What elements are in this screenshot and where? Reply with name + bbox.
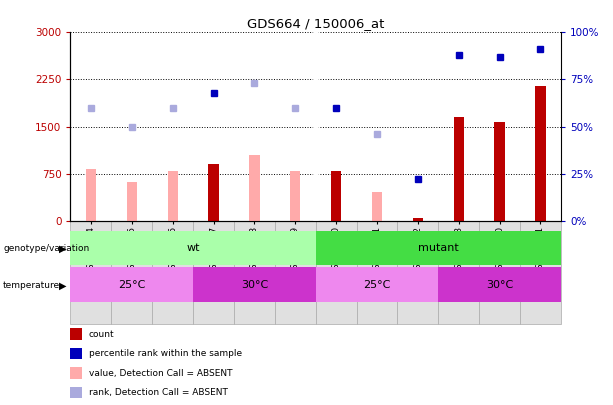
- Bar: [193, 267, 316, 302]
- Bar: [316, 221, 357, 324]
- Bar: [438, 221, 479, 324]
- Bar: [413, 217, 423, 221]
- Text: temperature: temperature: [3, 281, 60, 290]
- Bar: [167, 171, 178, 221]
- Bar: [372, 192, 382, 221]
- Bar: [495, 122, 504, 221]
- Text: 25°C: 25°C: [118, 279, 145, 290]
- Text: genotype/variation: genotype/variation: [3, 244, 89, 253]
- Bar: [316, 267, 438, 302]
- Text: 25°C: 25°C: [364, 279, 390, 290]
- Bar: [520, 221, 561, 324]
- Bar: [70, 231, 316, 265]
- Bar: [357, 221, 397, 324]
- Bar: [208, 164, 219, 221]
- Text: 30°C: 30°C: [241, 279, 268, 290]
- Text: wt: wt: [186, 243, 200, 253]
- Bar: [479, 221, 520, 324]
- Text: value, Detection Call = ABSENT: value, Detection Call = ABSENT: [89, 369, 232, 377]
- Bar: [70, 221, 112, 324]
- Text: 30°C: 30°C: [486, 279, 513, 290]
- Bar: [86, 169, 96, 221]
- Bar: [127, 182, 137, 221]
- Title: GDS664 / 150006_at: GDS664 / 150006_at: [247, 17, 384, 30]
- Bar: [152, 221, 193, 324]
- Bar: [70, 267, 193, 302]
- Text: count: count: [89, 330, 115, 339]
- Bar: [290, 171, 300, 221]
- Text: ▶: ▶: [59, 244, 66, 254]
- Bar: [193, 221, 234, 324]
- Bar: [112, 221, 152, 324]
- Bar: [275, 221, 316, 324]
- Bar: [249, 155, 259, 221]
- Text: rank, Detection Call = ABSENT: rank, Detection Call = ABSENT: [89, 388, 228, 397]
- Bar: [234, 221, 275, 324]
- Text: percentile rank within the sample: percentile rank within the sample: [89, 349, 242, 358]
- Bar: [454, 117, 464, 221]
- Bar: [331, 171, 341, 221]
- Bar: [397, 221, 438, 324]
- Bar: [535, 86, 546, 221]
- Bar: [438, 267, 561, 302]
- Text: mutant: mutant: [418, 243, 459, 253]
- Bar: [316, 231, 561, 265]
- Text: ▶: ▶: [59, 281, 66, 290]
